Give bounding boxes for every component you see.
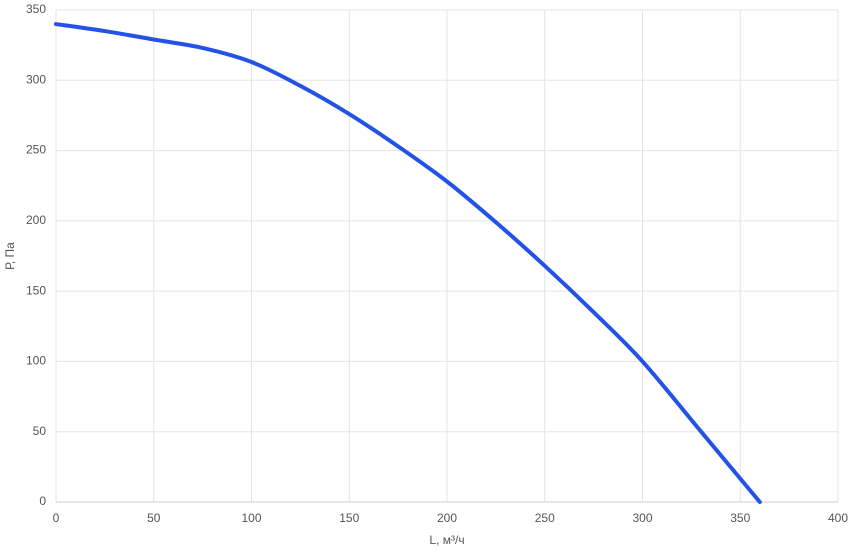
x-tick-label: 50 — [147, 511, 161, 525]
y-tick-label: 200 — [26, 213, 46, 227]
x-tick-label: 0 — [53, 511, 60, 525]
x-tick-label: 150 — [339, 511, 359, 525]
x-tick-label: 350 — [730, 511, 750, 525]
x-tick-label: 200 — [437, 511, 457, 525]
y-axis-label: Р, Па — [3, 242, 17, 270]
x-tick-label: 100 — [241, 511, 261, 525]
y-tick-label: 0 — [39, 494, 46, 508]
data-line — [54, 22, 762, 504]
x-tick-label: 300 — [632, 511, 652, 525]
y-tick-label: 250 — [26, 143, 46, 157]
y-tick-label: 350 — [26, 2, 46, 16]
x-tick-label: 250 — [535, 511, 555, 525]
y-tick-label: 300 — [26, 72, 46, 86]
x-axis-label: L, м³/ч — [429, 533, 464, 547]
y-tick-label: 100 — [26, 354, 46, 368]
y-tick-label: 50 — [33, 424, 47, 438]
x-tick-label: 400 — [828, 511, 848, 525]
y-tick-label: 150 — [26, 283, 46, 297]
